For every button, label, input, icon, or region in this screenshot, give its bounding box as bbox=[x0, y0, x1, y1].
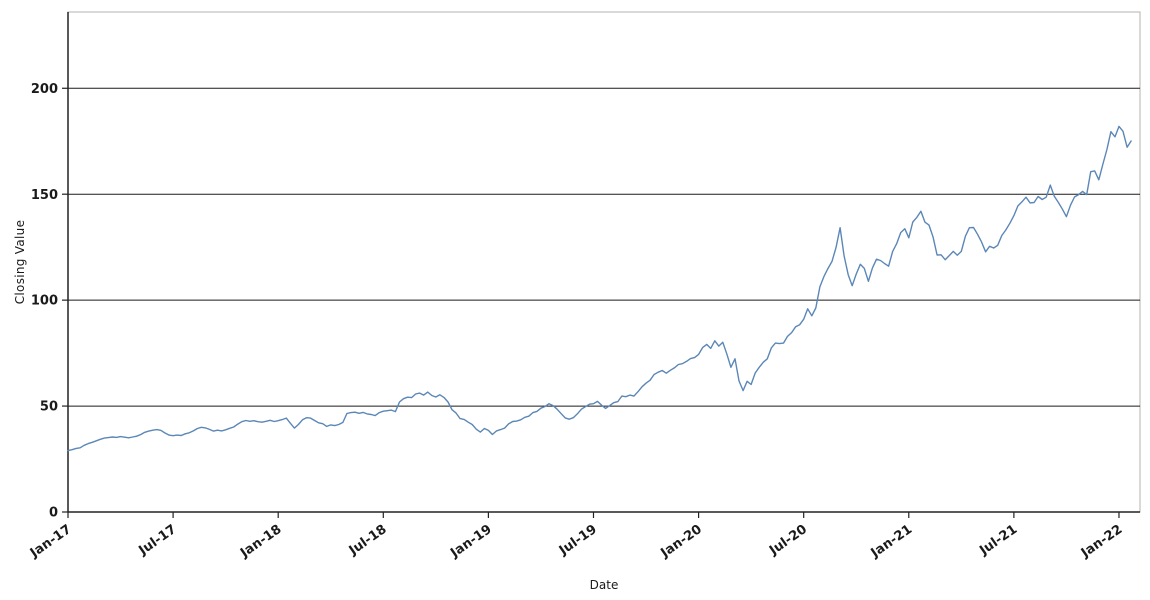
y-tick-label: 200 bbox=[31, 82, 58, 97]
x-axis-title: Date bbox=[589, 578, 619, 592]
x-tick-label: Jan-17 bbox=[27, 522, 74, 561]
y-tick-label: 100 bbox=[31, 294, 58, 309]
series-line bbox=[67, 125, 1132, 452]
x-tick-label: Jan-18 bbox=[237, 522, 284, 561]
x-tick-label: Jul-21 bbox=[976, 522, 1020, 559]
x-tick-label: Jan-21 bbox=[868, 522, 915, 561]
x-tick-label: Jul-19 bbox=[556, 522, 600, 559]
y-tick-label: 0 bbox=[49, 506, 58, 521]
x-tick-label: Jul-20 bbox=[766, 522, 810, 559]
plot-frame bbox=[67, 11, 1141, 513]
y-tick-label: 50 bbox=[40, 400, 58, 415]
x-tick-label: Jul-17 bbox=[136, 522, 180, 559]
x-tick-label: Jul-18 bbox=[346, 522, 390, 559]
x-tick-label: Jan-22 bbox=[1078, 522, 1125, 561]
y-tick-label: 150 bbox=[31, 188, 58, 203]
y-axis-title: Closing Value bbox=[13, 219, 27, 305]
x-tick-label: Jan-19 bbox=[447, 522, 494, 561]
x-tick-label: Jan-20 bbox=[657, 522, 704, 561]
